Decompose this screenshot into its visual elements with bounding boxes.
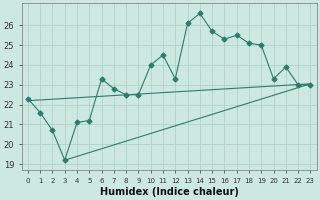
X-axis label: Humidex (Indice chaleur): Humidex (Indice chaleur) xyxy=(100,187,239,197)
